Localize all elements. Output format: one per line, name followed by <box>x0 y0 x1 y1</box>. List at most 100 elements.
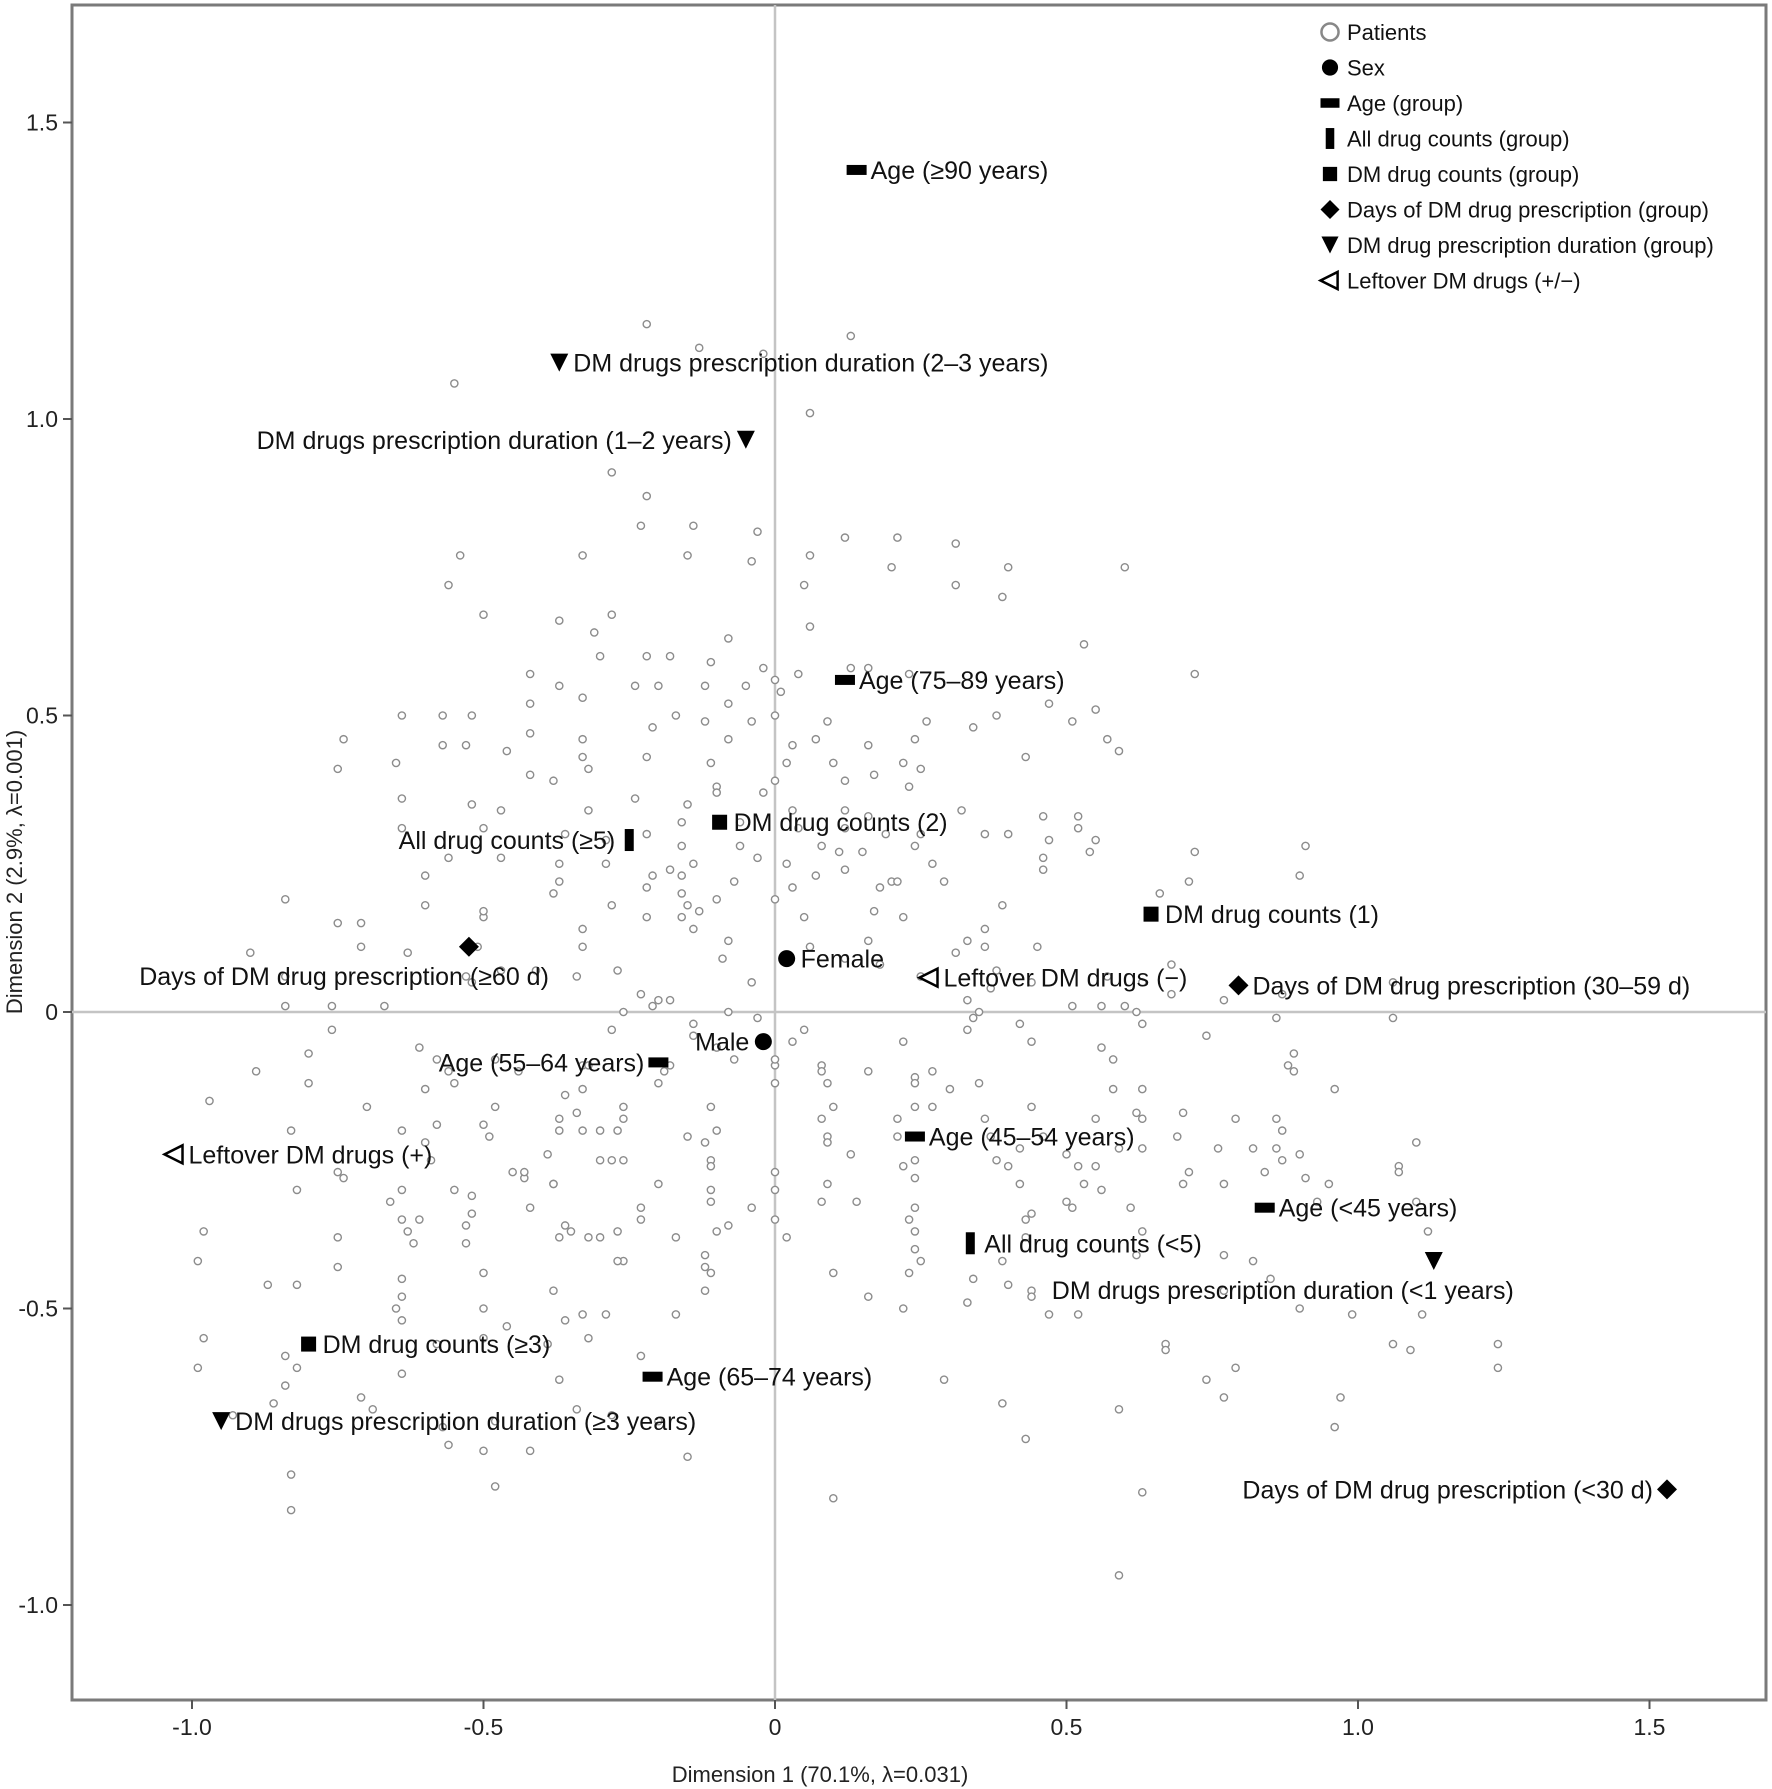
patient-point <box>619 1102 628 1112</box>
patient-point <box>444 580 453 590</box>
patient-point <box>630 681 640 691</box>
patient-point <box>1213 1144 1223 1153</box>
patient-point <box>304 1078 313 1088</box>
patient-point <box>514 1067 523 1076</box>
category-label: Age (<45 years) <box>1279 1195 1458 1223</box>
patient-point <box>939 877 949 886</box>
patient-point <box>893 877 902 886</box>
patient-point <box>928 1102 937 1112</box>
x-tick-label: -0.5 <box>464 1714 504 1740</box>
patient-point <box>531 966 541 975</box>
legend: Patients Sex Age (group) All drug counts (g… <box>1317 20 1714 294</box>
patient-point <box>759 349 768 359</box>
patient-point <box>898 912 908 922</box>
patient-point <box>280 895 290 904</box>
patient-point <box>1103 972 1112 981</box>
patient-point <box>1219 1393 1229 1402</box>
patient-point <box>1330 1422 1339 1432</box>
patient-point <box>578 1084 587 1094</box>
patient-point <box>636 1203 646 1212</box>
patient-point <box>1423 1227 1433 1236</box>
patient-point <box>642 883 652 892</box>
patient-point <box>1114 1405 1124 1414</box>
patient-point <box>595 1233 605 1242</box>
patient-point <box>811 871 821 880</box>
legend-marker-duration <box>1321 236 1339 254</box>
patient-point <box>677 817 687 827</box>
patient-point <box>963 1025 972 1035</box>
patient-point <box>438 711 447 720</box>
patient-point <box>1417 1310 1427 1319</box>
patient-point <box>584 806 593 815</box>
category-marker-alldrug <box>624 829 634 852</box>
patient-point <box>467 711 477 720</box>
patient-point <box>1038 812 1048 821</box>
patient-point <box>642 491 652 501</box>
patient-point <box>1295 871 1304 880</box>
patient-point <box>700 681 710 691</box>
patient-point <box>799 912 809 922</box>
patient-point <box>444 853 453 863</box>
patient-point <box>1015 1019 1025 1029</box>
patient-point <box>683 900 692 910</box>
patient-point <box>525 699 535 708</box>
patient-point <box>1283 1061 1293 1070</box>
patient-point <box>1272 1144 1281 1153</box>
patient-point <box>1394 1167 1404 1177</box>
patient-point <box>543 1339 552 1349</box>
patient-point <box>1097 1001 1106 1011</box>
patient-point <box>974 1078 984 1088</box>
patient-point <box>747 557 756 566</box>
patient-point <box>292 1280 302 1290</box>
plot-frame <box>70 3 1768 1702</box>
patient-point <box>1219 995 1229 1005</box>
patient-point <box>963 995 972 1005</box>
patient-point <box>700 1286 710 1296</box>
category-marker-leftover <box>916 966 939 989</box>
patient-point <box>397 1292 407 1301</box>
patient-point <box>980 1114 990 1124</box>
patient-point <box>875 960 885 969</box>
patient-point <box>811 734 821 744</box>
legend-label-sex: Sex <box>1347 56 1385 81</box>
patient-point <box>549 1179 558 1189</box>
patient-point <box>1336 1393 1345 1402</box>
category-marker-days <box>1656 1479 1677 1500</box>
patient-point <box>502 1321 512 1331</box>
patient-point <box>706 1185 716 1195</box>
patient-point <box>1388 1013 1398 1023</box>
patient-point <box>280 1381 290 1390</box>
patient-point <box>910 1173 920 1183</box>
patient-point <box>1103 734 1112 744</box>
patient-point <box>584 1233 593 1242</box>
patient-point <box>333 1233 343 1242</box>
patient-point <box>461 1221 471 1230</box>
patient-point <box>840 823 850 833</box>
patient-point <box>1248 1256 1258 1266</box>
patient-point <box>1295 1304 1304 1313</box>
patient-point <box>385 1197 395 1207</box>
patient-point <box>683 551 692 560</box>
patient-point <box>1073 823 1083 833</box>
patient-point <box>554 616 564 625</box>
patient-point <box>823 717 832 726</box>
patient-point <box>1132 1108 1141 1118</box>
patient-point <box>1184 1167 1194 1177</box>
y-tick-label: 0 <box>45 999 58 1025</box>
patient-point <box>794 823 803 833</box>
patient-point <box>753 1013 762 1023</box>
patient-point <box>432 1339 442 1349</box>
category-marker-dmcount <box>301 1336 317 1352</box>
patient-point <box>788 740 797 750</box>
patient-point <box>1038 1132 1048 1141</box>
legend-label-patients: Patients <box>1347 20 1427 45</box>
patient-point <box>863 740 873 750</box>
category-label: Age (75–89 years) <box>859 667 1065 695</box>
category-label: Age (45–54 years) <box>929 1124 1135 1152</box>
patient-point <box>706 657 716 667</box>
legend-marker-age <box>1320 98 1340 108</box>
patient-point <box>863 1067 873 1076</box>
patient-point <box>613 1227 622 1236</box>
patient-point <box>1003 562 1013 572</box>
